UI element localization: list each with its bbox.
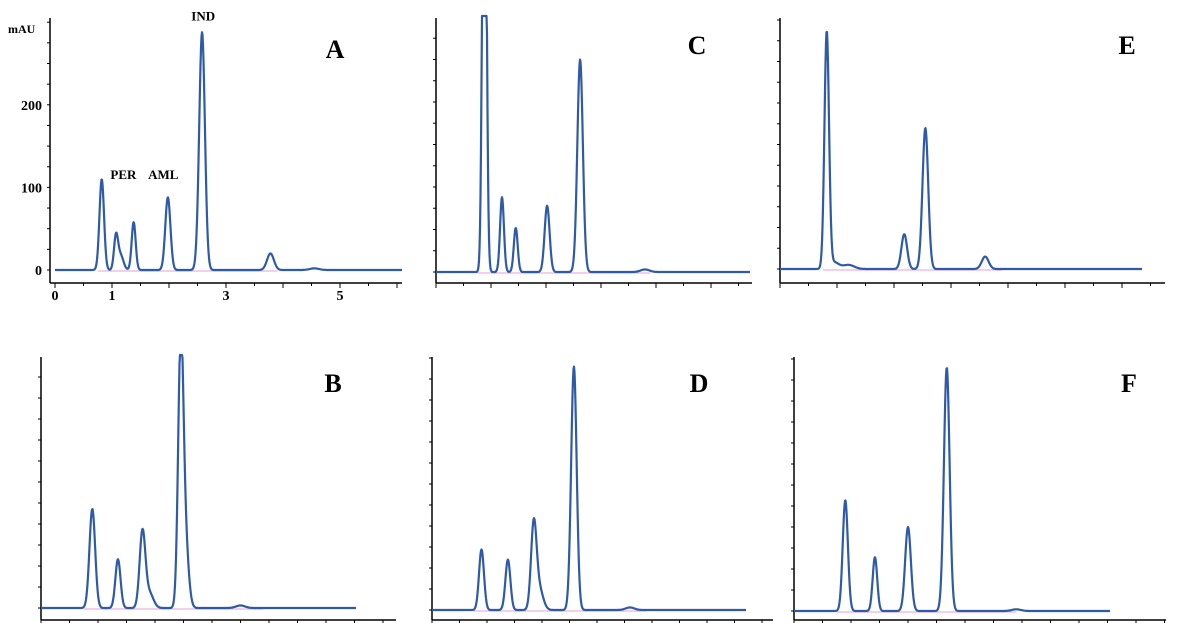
chromatogram-panel-d: D (429, 357, 773, 623)
chromatogram-trace (793, 367, 1111, 613)
chromatogram-trace (435, 14, 751, 274)
panel-letter: B (324, 369, 341, 398)
chromatogram-panel-f: F (791, 357, 1166, 623)
chromatogram-trace (779, 30, 1143, 271)
x-tick-label: 3 (223, 289, 230, 304)
panel-letter: C (688, 31, 707, 60)
panel-letter: E (1118, 31, 1135, 60)
panel-letter: D (690, 369, 709, 398)
x-tick-label: 1 (109, 289, 116, 304)
peak-label-per: PER (110, 167, 137, 182)
x-tick-label: 5 (337, 289, 344, 304)
y-tick-label: 200 (21, 99, 42, 114)
y-axis-unit-label: mAU (8, 22, 36, 36)
chromatogram-panel-c: C (433, 14, 752, 288)
chromatogram-trace (54, 31, 403, 272)
y-tick-label: 0 (35, 264, 42, 279)
peak-label-ind: IND (191, 9, 215, 24)
panel-letter: F (1121, 369, 1137, 398)
y-tick-label: 100 (21, 181, 42, 196)
panel-letter: A (326, 35, 345, 64)
x-axis-minor-ticks (54, 283, 398, 288)
chromatogram-panel-a: 0 1 3 5 0 100 200 mAU PER AML IND A (8, 9, 403, 304)
x-axis-minor-ticks (779, 283, 1151, 288)
x-tick-label: 0 (52, 289, 59, 304)
x-axis-minor-ticks (435, 283, 739, 288)
chromatogram-panel-e: E (777, 18, 1165, 288)
chromatogram-trace (40, 353, 357, 610)
chromatogram-trace (431, 365, 747, 612)
chromatogram-panel-b: B (38, 353, 396, 623)
peak-label-aml: AML (148, 167, 179, 182)
